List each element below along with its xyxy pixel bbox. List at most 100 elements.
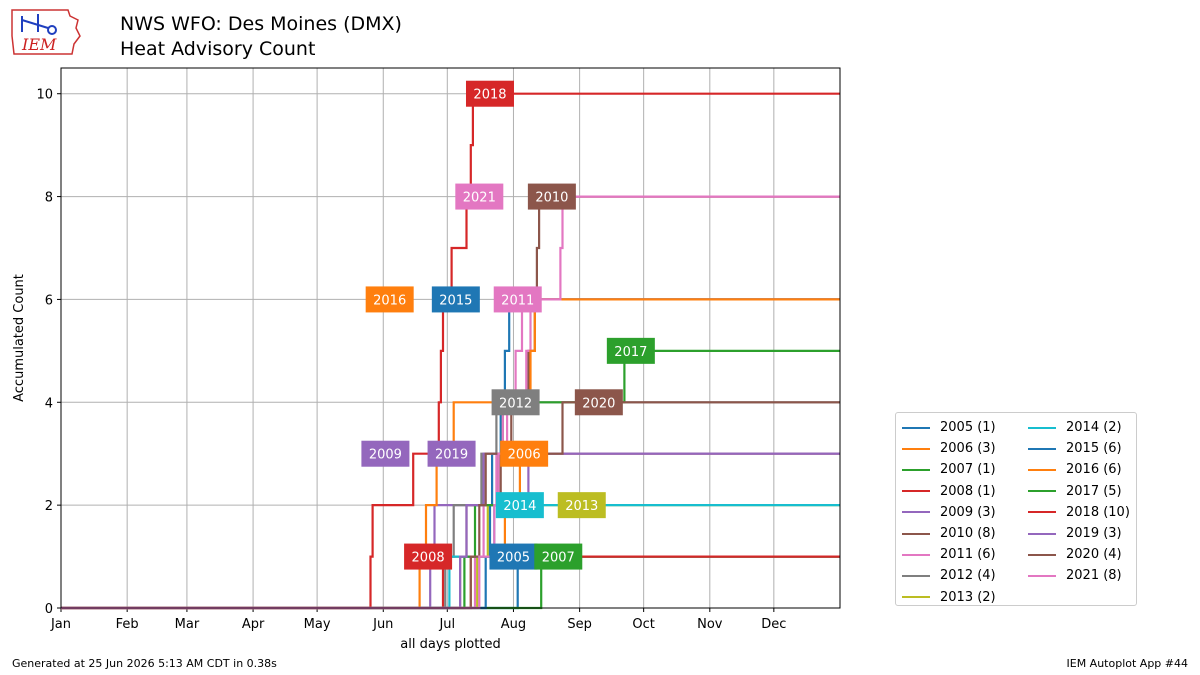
legend-label: 2006 (3) xyxy=(940,441,996,457)
legend-item: 2010 (8) xyxy=(896,523,996,544)
series-line-2018 xyxy=(61,92,840,610)
x-axis-label: all days plotted xyxy=(400,637,500,652)
year-label-2006: 2006 xyxy=(508,448,541,463)
year-label-2012: 2012 xyxy=(499,396,532,411)
legend-label: 2018 (10) xyxy=(1066,504,1130,520)
year-label-box-2021 xyxy=(455,183,504,210)
x-tick-label: Jan xyxy=(50,617,71,632)
year-label-2005: 2005 xyxy=(497,551,530,566)
legend-label: 2020 (4) xyxy=(1066,547,1122,563)
year-label-2020: 2020 xyxy=(582,396,615,411)
title-line-1: NWS WFO: Des Moines (DMX) xyxy=(120,13,402,35)
year-label-box-2017 xyxy=(606,337,655,364)
x-tick-label: Mar xyxy=(175,617,200,632)
legend-label: 2010 (8) xyxy=(940,526,996,542)
x-tick-label: Aug xyxy=(501,617,526,632)
legend-item: 2017 (5) xyxy=(1022,481,1130,502)
y-tick-label: 0 xyxy=(45,602,53,617)
legend-label: 2008 (1) xyxy=(940,483,996,499)
legend-swatch xyxy=(1028,468,1056,471)
y-tick-label: 10 xyxy=(36,88,53,103)
legend: 2005 (1) 2006 (3) 2007 (1) 2008 (1) 2009 (3)… xyxy=(895,412,1137,606)
year-label-box-2010 xyxy=(527,183,576,210)
legend-label: 2021 (8) xyxy=(1066,568,1122,584)
legend-swatch xyxy=(902,468,930,471)
year-label-2015: 2015 xyxy=(439,293,472,308)
legend-label: 2014 (2) xyxy=(1066,420,1122,436)
legend-swatch xyxy=(902,574,930,577)
legend-label: 2012 (4) xyxy=(940,568,996,584)
year-label-2008: 2008 xyxy=(412,551,445,566)
year-label-box-2013 xyxy=(557,492,606,519)
legend-label: 2013 (2) xyxy=(940,589,996,605)
x-tick-label: May xyxy=(304,617,331,632)
x-tick-label: Apr xyxy=(242,617,265,632)
year-label-box-2009 xyxy=(361,440,410,467)
legend-item: 2021 (8) xyxy=(1022,565,1130,586)
legend-label: 2007 (1) xyxy=(940,462,996,478)
legend-swatch xyxy=(1028,574,1056,577)
legend-item: 2008 (1) xyxy=(896,481,996,502)
year-label-box-2012 xyxy=(491,389,540,416)
year-label-2009: 2009 xyxy=(369,448,402,463)
year-label-box-2015 xyxy=(431,286,480,313)
legend-label: 2005 (1) xyxy=(940,420,996,436)
legend-swatch xyxy=(902,532,930,535)
year-label-box-2005 xyxy=(489,543,538,570)
year-label-2014: 2014 xyxy=(503,499,536,514)
year-label-2007: 2007 xyxy=(542,551,575,566)
legend-swatch xyxy=(902,553,930,556)
x-tick-label: Feb xyxy=(116,617,139,632)
x-tick-label: Sep xyxy=(567,617,592,632)
legend-swatch xyxy=(902,511,930,514)
legend-item: 2011 (6) xyxy=(896,544,996,565)
chart-title: NWS WFO: Des Moines (DMX) Heat Advisory … xyxy=(120,12,402,62)
year-label-2018: 2018 xyxy=(473,88,506,103)
legend-column-2: 2014 (2) 2015 (6) 2016 (6) 2017 (5) 2018 (10… xyxy=(1022,417,1130,587)
iem-logo: IEM xyxy=(11,9,81,55)
x-tick-label: Nov xyxy=(697,617,723,632)
legend-swatch xyxy=(1028,447,1056,450)
svg-text:IEM: IEM xyxy=(21,35,57,54)
year-label-box-2018 xyxy=(465,80,514,107)
legend-column-1: 2005 (1) 2006 (3) 2007 (1) 2008 (1) 2009 (3)… xyxy=(896,417,996,608)
x-tick-label: Dec xyxy=(761,617,786,632)
legend-label: 2011 (6) xyxy=(940,547,996,563)
series-line-2019 xyxy=(61,452,840,610)
legend-label: 2015 (6) xyxy=(1066,441,1122,457)
legend-swatch xyxy=(902,490,930,493)
year-label-2016: 2016 xyxy=(373,293,406,308)
legend-label: 2017 (5) xyxy=(1066,483,1122,499)
legend-item: 2014 (2) xyxy=(1022,417,1130,438)
legend-swatch xyxy=(902,447,930,450)
legend-swatch xyxy=(1028,490,1056,493)
year-label-box-2011 xyxy=(493,286,542,313)
series-line-2020 xyxy=(61,401,840,610)
year-label-2011: 2011 xyxy=(501,293,534,308)
x-tick-label: Jul xyxy=(438,617,455,632)
year-label-2017: 2017 xyxy=(614,345,647,360)
legend-swatch xyxy=(1028,553,1056,556)
app-id: IEM Autoplot App #44 xyxy=(1066,657,1189,670)
legend-item: 2020 (4) xyxy=(1022,544,1130,565)
y-tick-label: 8 xyxy=(45,191,53,206)
legend-swatch xyxy=(1028,511,1056,514)
x-tick-label: Oct xyxy=(632,617,654,632)
year-label-2021: 2021 xyxy=(463,191,496,206)
legend-item: 2012 (4) xyxy=(896,565,996,586)
legend-item: 2005 (1) xyxy=(896,417,996,438)
legend-label: 2009 (3) xyxy=(940,504,996,520)
year-label-2013: 2013 xyxy=(565,499,598,514)
legend-item: 2009 (3) xyxy=(896,502,996,523)
generated-timestamp: Generated at 25 Jun 2026 5:13 AM CDT in … xyxy=(12,657,277,670)
legend-swatch xyxy=(1028,532,1056,535)
legend-swatch xyxy=(902,426,930,429)
legend-label: 2016 (6) xyxy=(1066,462,1122,478)
year-label-box-2016 xyxy=(365,286,414,313)
year-label-box-2019 xyxy=(427,440,476,467)
legend-item: 2015 (6) xyxy=(1022,438,1130,459)
y-tick-label: 2 xyxy=(45,499,53,514)
legend-item: 2006 (3) xyxy=(896,438,996,459)
year-label-box-2014 xyxy=(495,492,544,519)
